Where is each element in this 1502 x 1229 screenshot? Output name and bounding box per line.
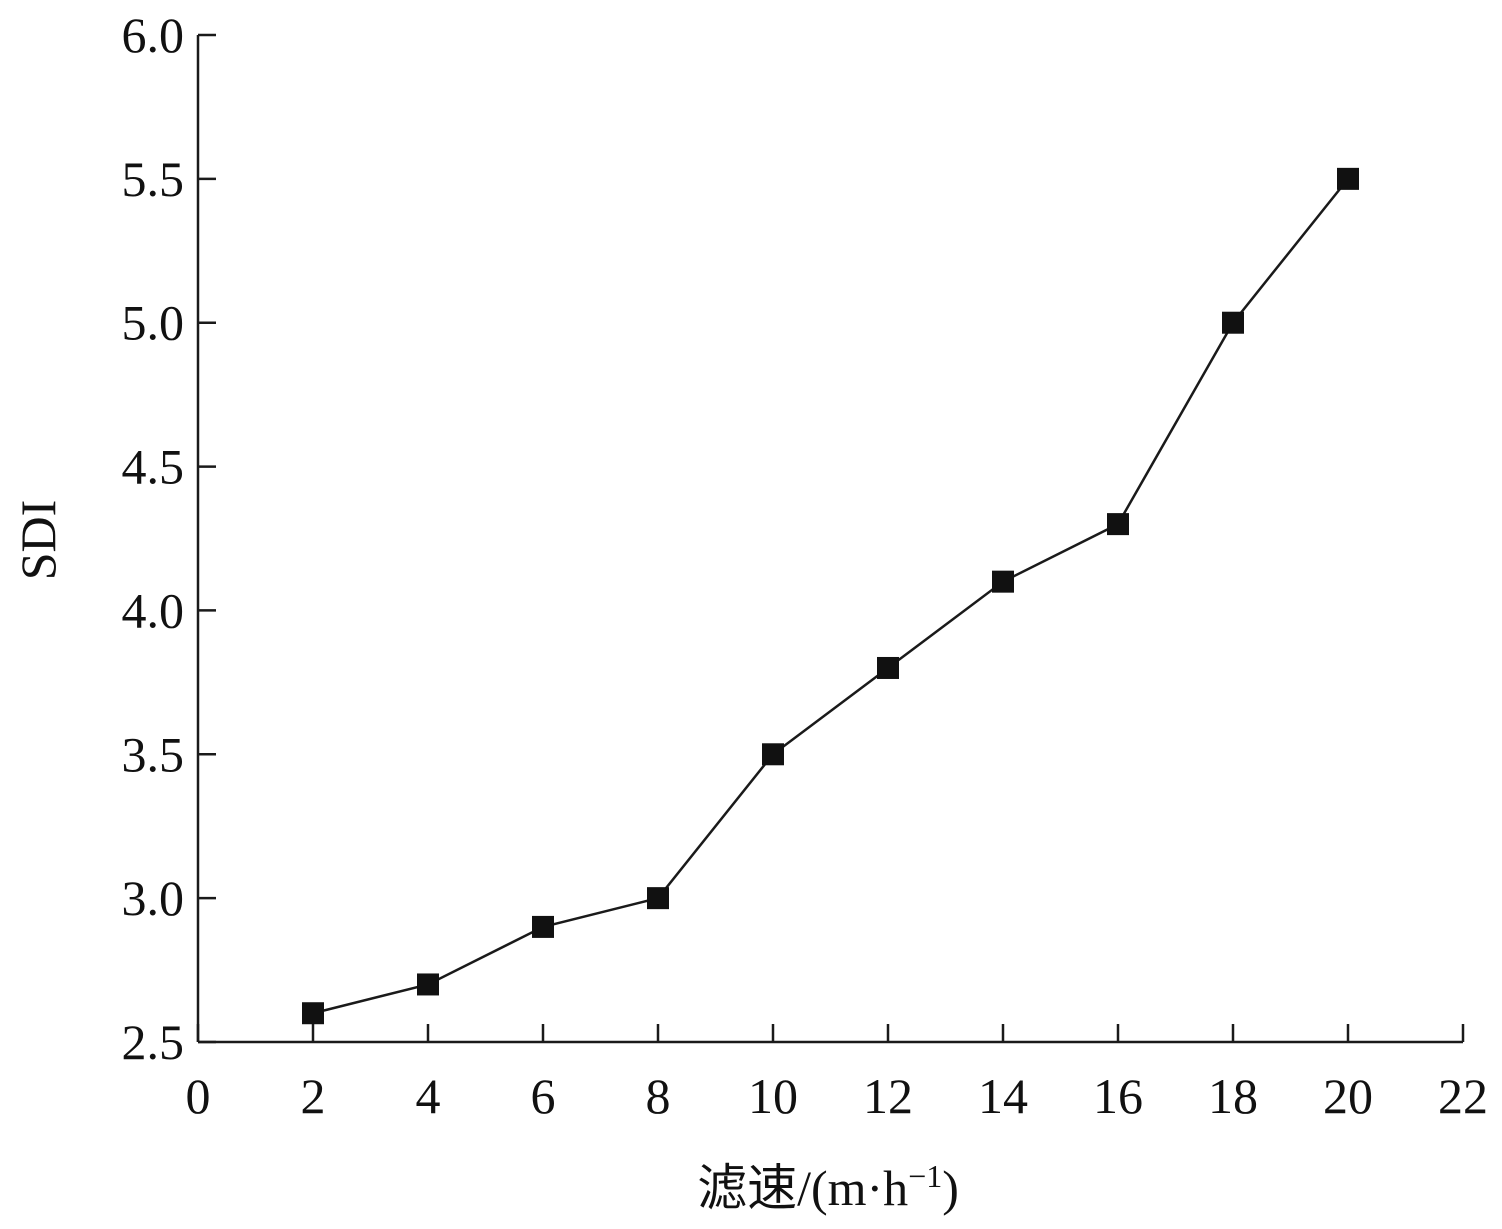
x-tick-label: 8 — [646, 1068, 671, 1124]
x-axis-title-main: 滤速/(m·h — [697, 1160, 908, 1216]
x-tick-label: 0 — [186, 1068, 211, 1124]
data-point-marker — [1222, 311, 1244, 334]
data-point-marker — [647, 887, 669, 910]
x-tick-label: 16 — [1093, 1068, 1143, 1124]
x-axis-title: 滤速/(m·h−1) — [697, 1158, 959, 1216]
x-tick-label: 14 — [978, 1068, 1028, 1124]
series-line — [312, 178, 1349, 1015]
y-tick-label: 4.0 — [122, 582, 185, 638]
x-tick-label: 20 — [1323, 1068, 1373, 1124]
x-axis-title-sup: −1 — [908, 1158, 942, 1194]
axes — [196, 35, 1463, 1044]
y-axis-title: SDI — [10, 500, 66, 581]
y-tick-label: 5.0 — [122, 295, 185, 351]
data-point-marker — [1107, 513, 1129, 536]
x-tick-label: 22 — [1438, 1068, 1488, 1124]
data-point-marker — [302, 1002, 324, 1025]
data-point-marker — [532, 915, 554, 938]
x-tick-label: 10 — [748, 1068, 798, 1124]
data-point-marker — [417, 973, 439, 996]
series-markers — [302, 167, 1359, 1025]
data-point-marker — [1337, 167, 1359, 190]
y-tick-label: 2.5 — [122, 1014, 185, 1070]
series-polyline — [312, 178, 1349, 1015]
data-point-marker — [877, 656, 899, 679]
y-tick-label: 3.5 — [122, 726, 185, 782]
data-point-marker — [992, 570, 1014, 593]
x-tick-label: 12 — [863, 1068, 913, 1124]
y-tick-label: 4.5 — [122, 439, 185, 495]
x-tick-label: 2 — [301, 1068, 326, 1124]
x-tick-label: 6 — [531, 1068, 556, 1124]
data-point-marker — [762, 743, 784, 766]
y-axis-ticks: 2.5 3.0 3.5 4.0 4.5 5.0 5.5 6.0 — [122, 7, 216, 1070]
x-axis-ticks: 0 2 4 6 8 10 12 14 16 18 20 22 — [186, 1024, 1488, 1124]
y-tick-label: 5.5 — [122, 151, 185, 207]
x-tick-label: 4 — [416, 1068, 441, 1124]
x-axis-title-close: ) — [942, 1160, 959, 1216]
x-tick-label: 18 — [1208, 1068, 1258, 1124]
y-tick-label: 3.0 — [122, 870, 185, 926]
y-tick-label: 6.0 — [122, 7, 185, 63]
